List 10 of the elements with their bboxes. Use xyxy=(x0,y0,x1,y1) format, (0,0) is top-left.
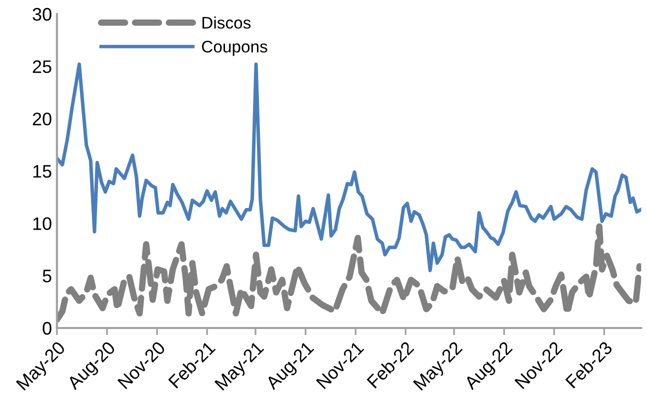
y-tick-label: 5 xyxy=(42,270,52,282)
legend-label: Discos xyxy=(202,16,251,29)
y-tick-label: 10 xyxy=(33,217,52,230)
y-tick-label: 15 xyxy=(33,165,52,178)
y-tick-label: 25 xyxy=(32,60,52,74)
y-tick-label: 30 xyxy=(32,8,52,21)
line-series xyxy=(56,62,642,272)
y-tick-label: 0 xyxy=(42,322,52,335)
series-label: Coupons xyxy=(202,40,268,56)
y-tick-label: 20 xyxy=(32,112,52,126)
